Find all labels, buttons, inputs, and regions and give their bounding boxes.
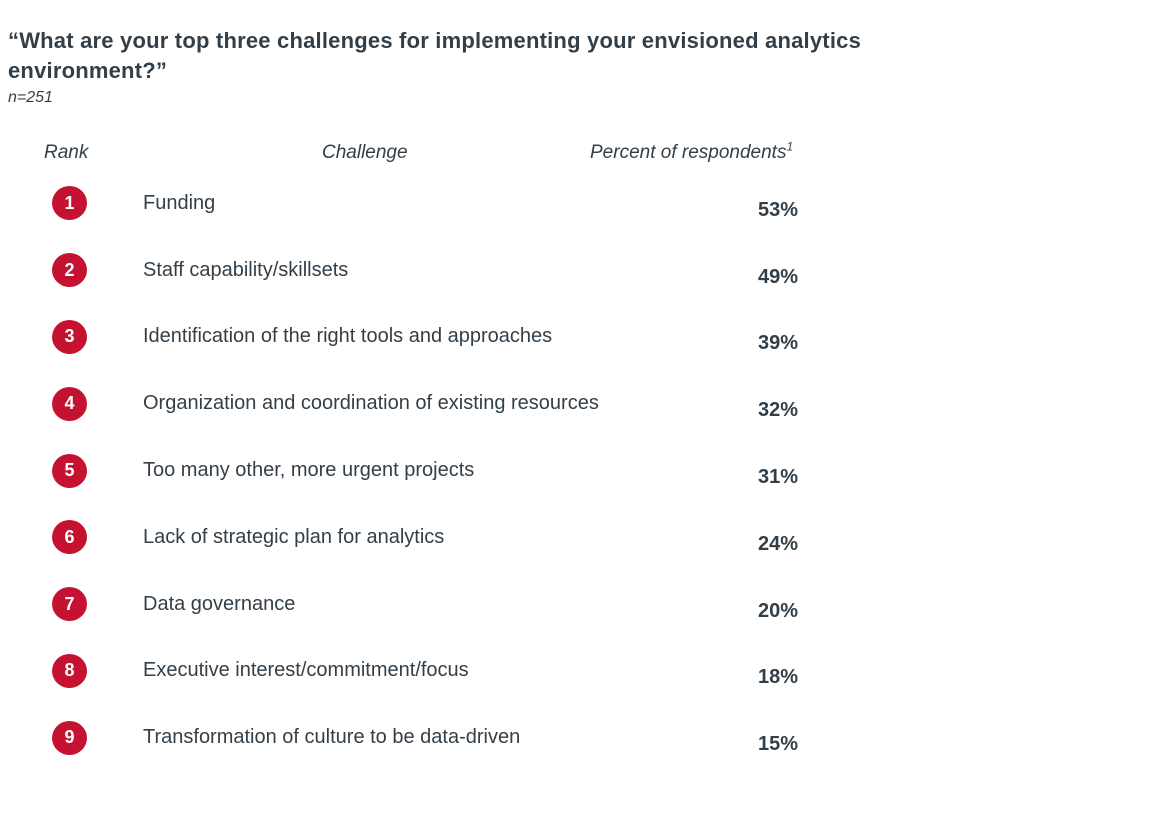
table-row: 2 Staff capability/skillsets 49% [0, 237, 1152, 304]
challenge-label: Organization and coordination of existin… [143, 392, 599, 415]
table-row: 7 Data governance 20% [0, 571, 1152, 638]
rank-cell: 7 [0, 587, 143, 622]
rank-badge: 9 [52, 720, 87, 755]
table-row: 8 Executive interest/commitment/focus 18… [0, 638, 1152, 705]
challenge-label: Transformation of culture to be data-dri… [143, 726, 521, 749]
rank-cell: 5 [0, 453, 143, 488]
percent-value: 39% [758, 332, 799, 355]
table-row: 3 Identification of the right tools and … [0, 304, 1152, 371]
percent-value: 32% [758, 399, 799, 422]
rank-badge: 8 [52, 653, 87, 688]
percent-value: 15% [758, 733, 799, 756]
rank-badge: 1 [52, 186, 87, 221]
table-row: 9 Transformation of culture to be data-d… [0, 704, 1152, 771]
footnote-superscript: 1 [786, 139, 794, 154]
rank-badge: 6 [52, 520, 87, 555]
percent-value: 31% [758, 466, 799, 489]
challenge-label: Data governance [143, 592, 296, 615]
rank-cell: 1 [0, 186, 143, 221]
percent-value: 20% [758, 599, 799, 622]
column-header-rank: Rank [44, 142, 89, 163]
column-header-percent-text: Percent of respondents [590, 142, 787, 163]
percent-value: 24% [758, 532, 799, 555]
challenge-label: Staff capability/skillsets [143, 258, 349, 281]
challenge-label: Lack of strategic plan for analytics [143, 525, 445, 548]
table-row: 6 Lack of strategic plan for analytics 2… [0, 504, 1152, 571]
table-row: 4 Organization and coordination of exist… [0, 370, 1152, 437]
challenge-label: Funding [143, 191, 216, 214]
rank-cell: 8 [0, 653, 143, 688]
rank-badge: 4 [52, 386, 87, 421]
column-header-percent: Percent of respondents1 [590, 139, 794, 164]
rank-badge: 7 [52, 587, 87, 622]
percent-value: 18% [758, 666, 799, 689]
table-row: 5 Too many other, more urgent projects 3… [0, 437, 1152, 504]
column-header-challenge: Challenge [322, 142, 408, 163]
percent-value: 53% [758, 198, 799, 221]
rank-badge: 2 [52, 253, 87, 288]
challenge-label: Executive interest/commitment/focus [143, 659, 469, 682]
rank-cell: 2 [0, 253, 143, 288]
table-row: 1 Funding 53% [0, 170, 1152, 237]
challenge-label: Identification of the right tools and ap… [143, 325, 553, 348]
table-body: 1 Funding 53% 2 Staff capability/skillse… [0, 170, 1152, 771]
rank-cell: 6 [0, 520, 143, 555]
rank-badge: 5 [52, 453, 87, 488]
challenge-label: Too many other, more urgent projects [143, 459, 475, 482]
page-title: “What are your top three challenges for … [8, 28, 862, 83]
rank-badge: 3 [52, 319, 87, 354]
percent-value: 49% [758, 265, 799, 288]
rank-cell: 4 [0, 386, 143, 421]
rank-cell: 3 [0, 319, 143, 354]
sample-size-label: n=251 [8, 89, 53, 106]
rank-cell: 9 [0, 720, 143, 755]
table-header-row: Rank Challenge Percent of respondents1 [0, 139, 1152, 166]
